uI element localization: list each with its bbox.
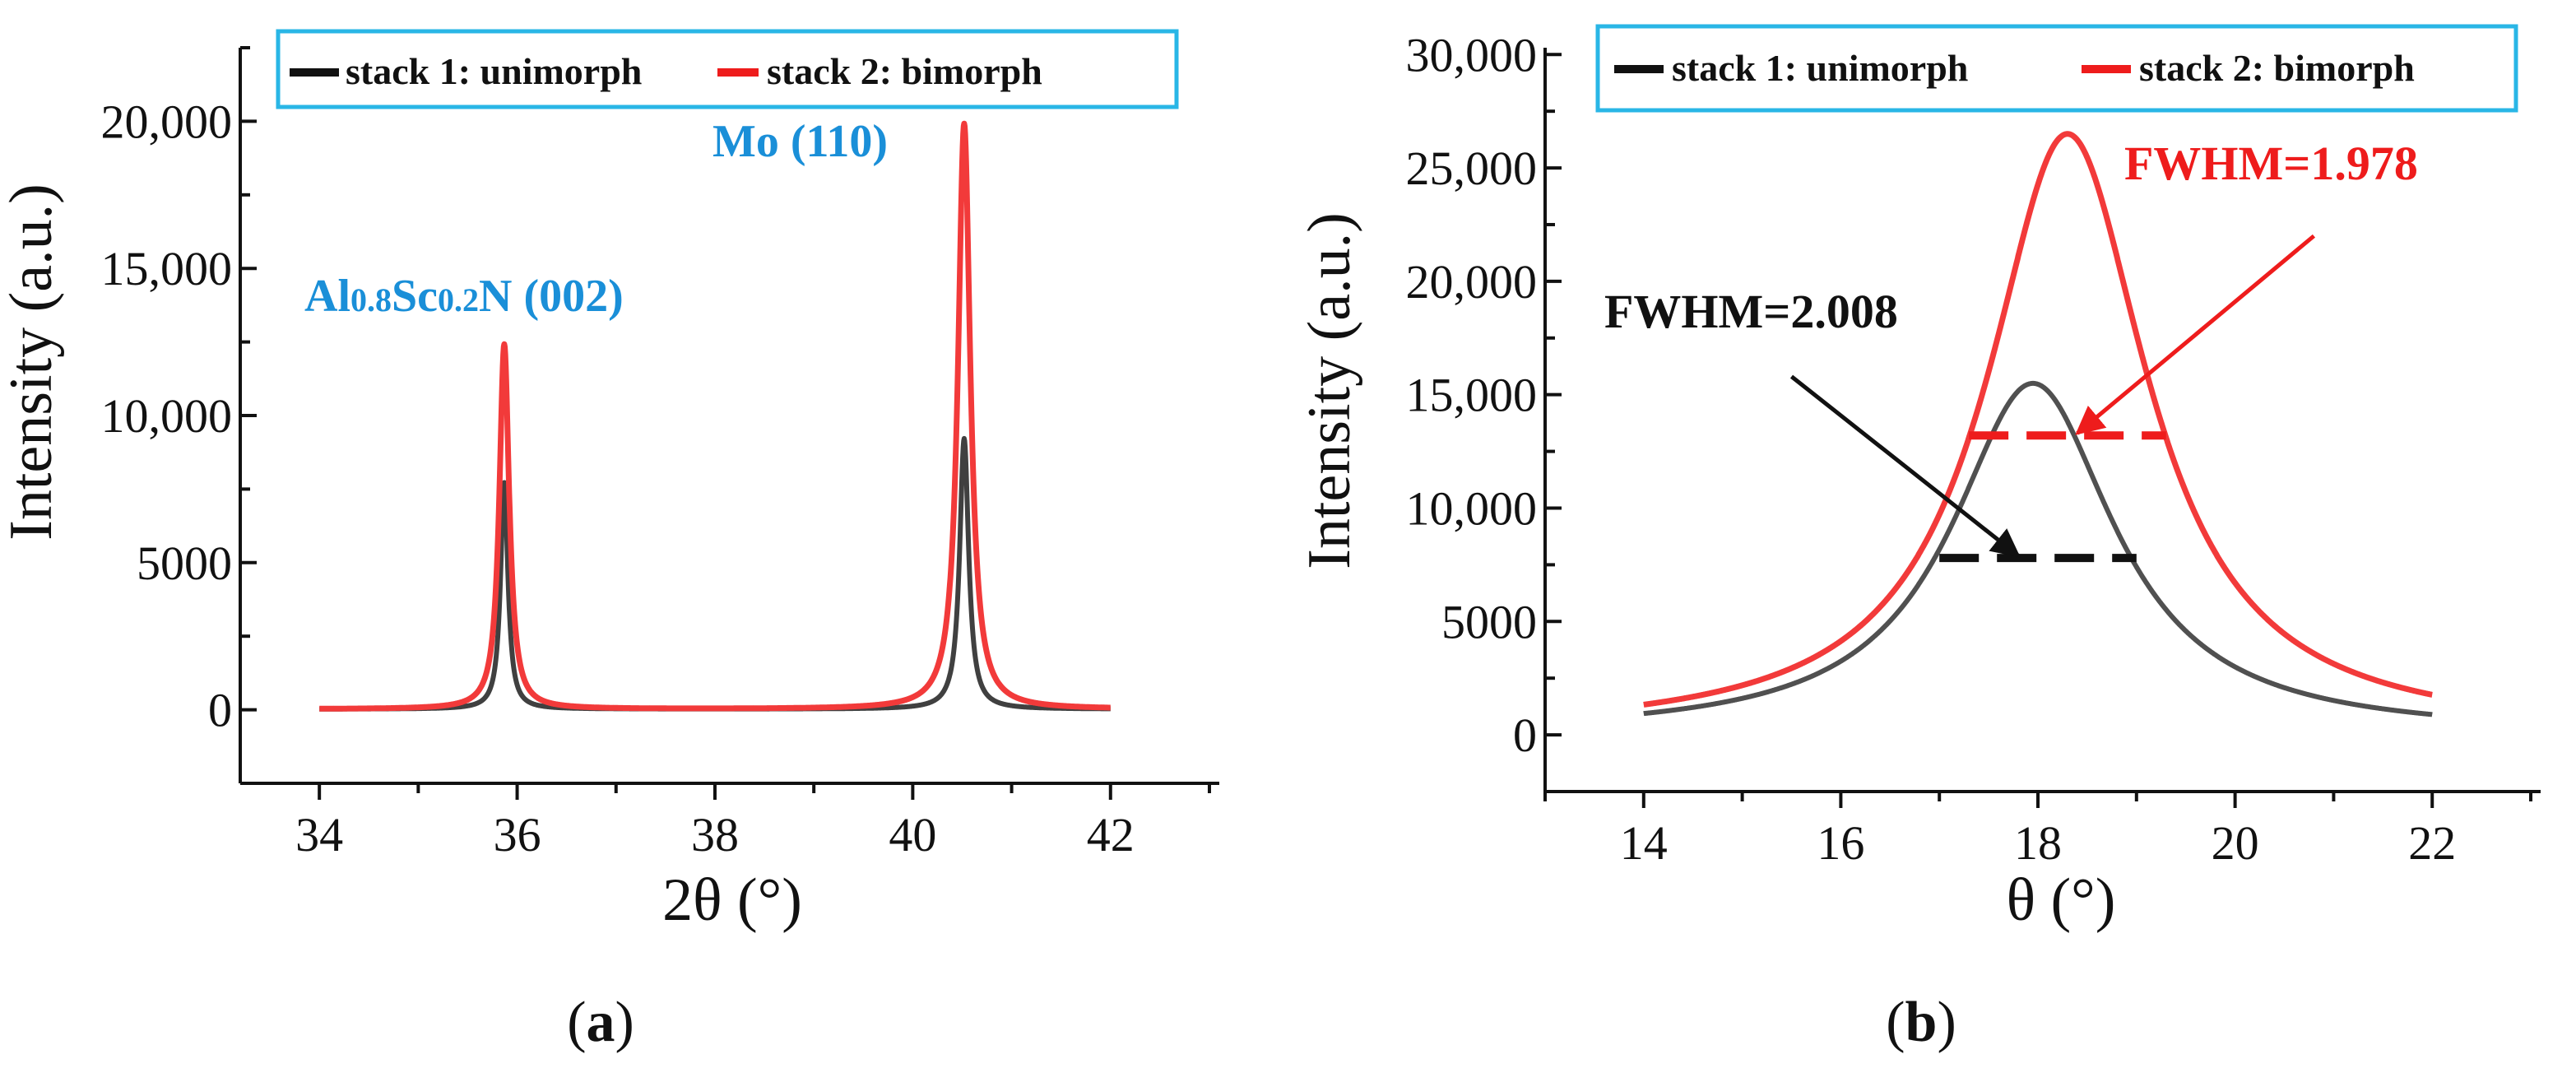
chart-a-series-2-line bbox=[317, 120, 1113, 712]
chart-a-xlabel: 2θ (°) bbox=[662, 866, 802, 934]
chart-a-plot-area bbox=[317, 120, 1113, 712]
chart-b-x-tick-label: 20 bbox=[2212, 816, 2259, 870]
chart-b-fwhm-arrow-2 bbox=[2075, 234, 2316, 435]
chart-b-annotation-fwhm-2: FWHM=1.978 bbox=[2124, 137, 2418, 190]
chart-a-x-tick-label: 42 bbox=[1087, 808, 1135, 861]
chart-b-x-tick-label: 14 bbox=[1620, 816, 1668, 870]
chart-b-ticks: 14 16 18 20 22 0 5000 10,000 15,000 20,000 25,000 3… bbox=[1406, 28, 2533, 870]
chart-a-panel-label: (a) bbox=[567, 991, 634, 1054]
chart-a-panel-letter: a bbox=[587, 991, 615, 1054]
chart-a-annotation-alscn-el1: Al bbox=[304, 271, 350, 322]
chart-a-annotation-alscn: Al0.8Sc0.2N (002) bbox=[304, 271, 624, 322]
chart-b-fwhm-arrow-1 bbox=[1789, 374, 2021, 558]
chart-a-axes bbox=[239, 48, 1219, 785]
chart-a-x-tick-label: 38 bbox=[691, 808, 739, 861]
chart-b-panel-label: (b) bbox=[1886, 991, 1956, 1054]
chart-b-y-tick-label: 20,000 bbox=[1406, 255, 1538, 309]
chart-a-x-tick-label: 36 bbox=[494, 808, 541, 861]
chart-a-legend: stack 1: unimorph stack 2: bimorph bbox=[276, 29, 1179, 109]
chart-b-legend-label-2: stack 2: bimorph bbox=[2139, 47, 2415, 89]
chart-b-panel-letter: b bbox=[1905, 991, 1938, 1054]
chart-a-annotation-alscn-sub1: 0.8 bbox=[350, 281, 392, 318]
chart-b-y-tick-label: 15,000 bbox=[1406, 369, 1538, 422]
chart-b-legend-label-1: stack 1: unimorph bbox=[1672, 47, 1968, 89]
chart-a-y-tick-label: 20,000 bbox=[101, 95, 233, 148]
chart-b-x-tick-label: 22 bbox=[2408, 816, 2456, 870]
chart-a-y-tick-label: 15,000 bbox=[101, 242, 233, 295]
chart-b-x-tick-label: 18 bbox=[2014, 816, 2062, 870]
chart-a-annotation-alscn-sub2: 0.2 bbox=[438, 281, 479, 318]
chart-a-y-tick-label: 0 bbox=[208, 684, 232, 737]
chart-b-axes bbox=[1543, 48, 2541, 793]
chart-b-annotation-fwhm-1: FWHM=2.008 bbox=[1604, 285, 1898, 338]
chart-a-y-tick-label: 10,000 bbox=[101, 389, 233, 443]
chart-a-legend-label-2: stack 2: bimorph bbox=[767, 50, 1042, 92]
chart-a-annotation-alscn-el2: Sc bbox=[392, 271, 438, 322]
chart-b-y-tick-label: 25,000 bbox=[1406, 142, 1538, 195]
chart-a-legend-label-1: stack 1: unimorph bbox=[346, 50, 642, 92]
chart-b-ylabel: Intensity (a.u.) bbox=[1296, 212, 1363, 569]
chart-b-y-tick-label: 0 bbox=[1513, 708, 1537, 762]
chart-b-xlabel: θ (°) bbox=[2007, 866, 2116, 934]
chart-b-y-tick-label: 30,000 bbox=[1406, 28, 1538, 81]
chart-b-plot-area bbox=[1641, 131, 2435, 717]
chart-b-fwhm-markers bbox=[1939, 431, 2166, 563]
chart-a-ticks: 34 36 38 40 42 0 5000 10,000 15,000 20,000 bbox=[101, 46, 1211, 861]
chart-a-y-tick-label: 5000 bbox=[137, 536, 232, 590]
chart-panel-a: 34 36 38 40 42 0 5000 10,000 15,000 20,000 2θ (°)… bbox=[0, 29, 1219, 1054]
chart-b-legend: stack 1: unimorph stack 2: bimorph bbox=[1595, 24, 2518, 113]
chart-b-y-tick-label: 10,000 bbox=[1406, 481, 1538, 535]
chart-a-x-tick-label: 34 bbox=[295, 808, 343, 861]
chart-a-ylabel: Intensity (a.u.) bbox=[0, 183, 65, 541]
chart-b-series-2-line bbox=[1641, 131, 2435, 708]
chart-panel-b: 14 16 18 20 22 0 5000 10,000 15,000 20,000 25,000 3… bbox=[1296, 24, 2541, 1054]
chart-a-annotation-alscn-rest: N (002) bbox=[479, 271, 624, 322]
chart-a-x-tick-label: 40 bbox=[889, 808, 936, 861]
chart-a-annotation-mo: Mo (110) bbox=[712, 116, 888, 167]
chart-b-y-tick-label: 5000 bbox=[1441, 595, 1537, 648]
chart-b-series-1-line bbox=[1641, 380, 2434, 717]
chart-b-legend-box bbox=[1595, 24, 2518, 113]
chart-b-x-tick-label: 16 bbox=[1817, 816, 1864, 870]
